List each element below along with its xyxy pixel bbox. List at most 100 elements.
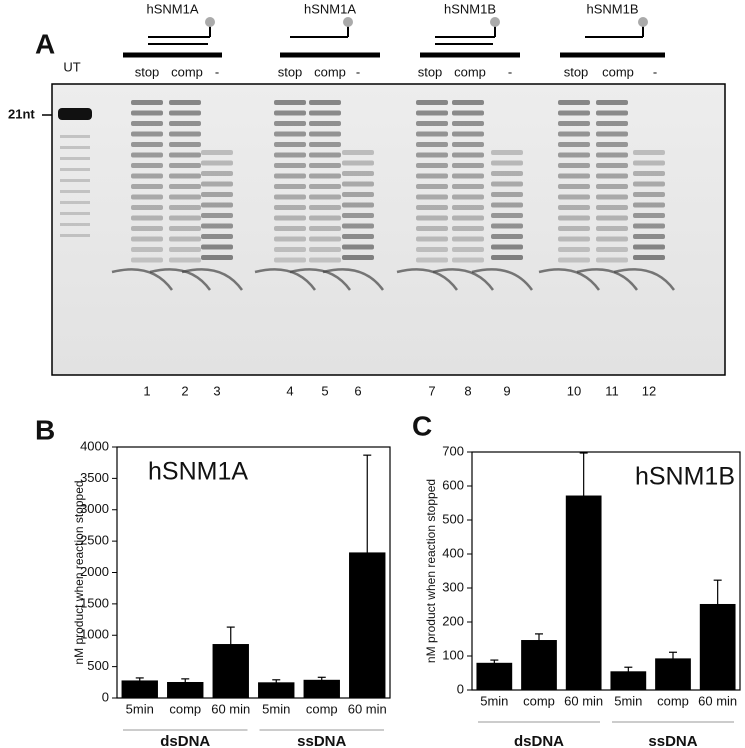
lane-condition: comp: [602, 64, 634, 79]
gel-band: [596, 184, 628, 189]
bar: [121, 680, 158, 698]
gel-band: [452, 226, 484, 231]
gel-band: [416, 131, 448, 137]
gel-band: [131, 257, 163, 263]
gel-band: [491, 150, 523, 155]
gel-band: [309, 194, 341, 200]
gel-band: [169, 100, 201, 105]
gel-band: [131, 215, 163, 221]
x-tick-label: 5min: [262, 701, 290, 716]
lane-number: 12: [642, 383, 656, 398]
gel-band: [416, 194, 448, 200]
gel-front: [181, 268, 244, 291]
gel-band: [309, 100, 341, 105]
x-tick-label: comp: [169, 701, 201, 716]
gel-band: [416, 173, 448, 179]
gel-band: [452, 173, 484, 179]
gel-band: [131, 152, 163, 158]
lane-condition: comp: [454, 64, 486, 79]
gel-band: [558, 121, 590, 126]
gel-front: [613, 268, 676, 291]
gel-band: [596, 100, 628, 105]
gel-band: [596, 205, 628, 210]
gel-band: [201, 255, 233, 260]
bar: [521, 640, 557, 690]
lane-condition: stop: [418, 64, 443, 79]
gel-band: [309, 173, 341, 179]
lane-condition: -: [356, 64, 360, 79]
y-tick-label: 100: [442, 647, 464, 662]
gel-band: [416, 152, 448, 158]
x-tick-label: comp: [657, 693, 689, 708]
x-tick-label: 60 min: [348, 701, 387, 716]
gel-band: [342, 213, 374, 218]
gel-band: [452, 163, 484, 168]
gel-band: [60, 212, 90, 215]
gel-band: [309, 110, 341, 116]
lane-number: 11: [605, 383, 619, 398]
y-tick-label: 1000: [80, 627, 109, 642]
gel-band: [309, 121, 341, 126]
panel-letter: B: [35, 414, 55, 445]
gel-band: [596, 152, 628, 158]
group-label: ssDNA: [297, 733, 346, 748]
gel-front: [538, 268, 601, 291]
gel-band: [131, 226, 163, 231]
gel-band: [342, 255, 374, 260]
gel-band: [416, 205, 448, 210]
gel-band: [201, 192, 233, 197]
gel-band: [416, 100, 448, 105]
gel-band: [131, 173, 163, 179]
gel-band: [633, 150, 665, 155]
y-tick-label: 400: [442, 545, 464, 560]
group-label: ssDNA: [648, 733, 697, 748]
gel-band: [131, 163, 163, 168]
gel-band: [633, 202, 665, 208]
gel-band: [131, 110, 163, 116]
gel-band: [169, 184, 201, 189]
gel-band: [596, 226, 628, 231]
gel-band: [309, 131, 341, 137]
gel-band: [131, 121, 163, 126]
gel-band: [416, 236, 448, 242]
gel-band: [201, 181, 233, 187]
x-tick-label: comp: [523, 693, 555, 708]
lane-condition: comp: [171, 64, 203, 79]
y-tick-label: 500: [87, 658, 109, 673]
x-tick-label: comp: [306, 701, 338, 716]
gel-band: [491, 234, 523, 239]
gel-band: [309, 163, 341, 168]
gel-band: [342, 202, 374, 208]
gel-band: [633, 234, 665, 239]
panel-letter: A: [35, 28, 55, 59]
gel-band: [274, 215, 306, 221]
gel-band: [633, 181, 665, 187]
bar: [258, 682, 295, 698]
lane-number: 4: [286, 383, 293, 398]
gel-band: [558, 215, 590, 221]
gel-band: [131, 142, 163, 147]
x-tick-label: 5min: [480, 693, 508, 708]
gel-band: [169, 110, 201, 116]
lane-number: 3: [213, 383, 220, 398]
y-axis-label: nM product when reaction stopped: [424, 479, 438, 663]
gel-band: [309, 205, 341, 210]
lane-number: 1: [143, 383, 150, 398]
gel-band: [342, 150, 374, 155]
gel-band: [633, 160, 665, 166]
gel-band: [558, 131, 590, 137]
x-tick-label: 5min: [614, 693, 642, 708]
lane-condition: -: [653, 64, 657, 79]
gel-band: [131, 194, 163, 200]
lane-condition: -: [508, 64, 512, 79]
gel-band: [596, 215, 628, 221]
gel-band: [169, 236, 201, 242]
lane-number: 6: [354, 383, 361, 398]
gel-band: [633, 192, 665, 197]
gel-band: [558, 236, 590, 242]
gel-band: [131, 236, 163, 242]
gel-front: [471, 268, 534, 291]
gel-band: [60, 201, 90, 204]
gel-band: [274, 163, 306, 168]
panel-letter: C: [412, 410, 432, 441]
